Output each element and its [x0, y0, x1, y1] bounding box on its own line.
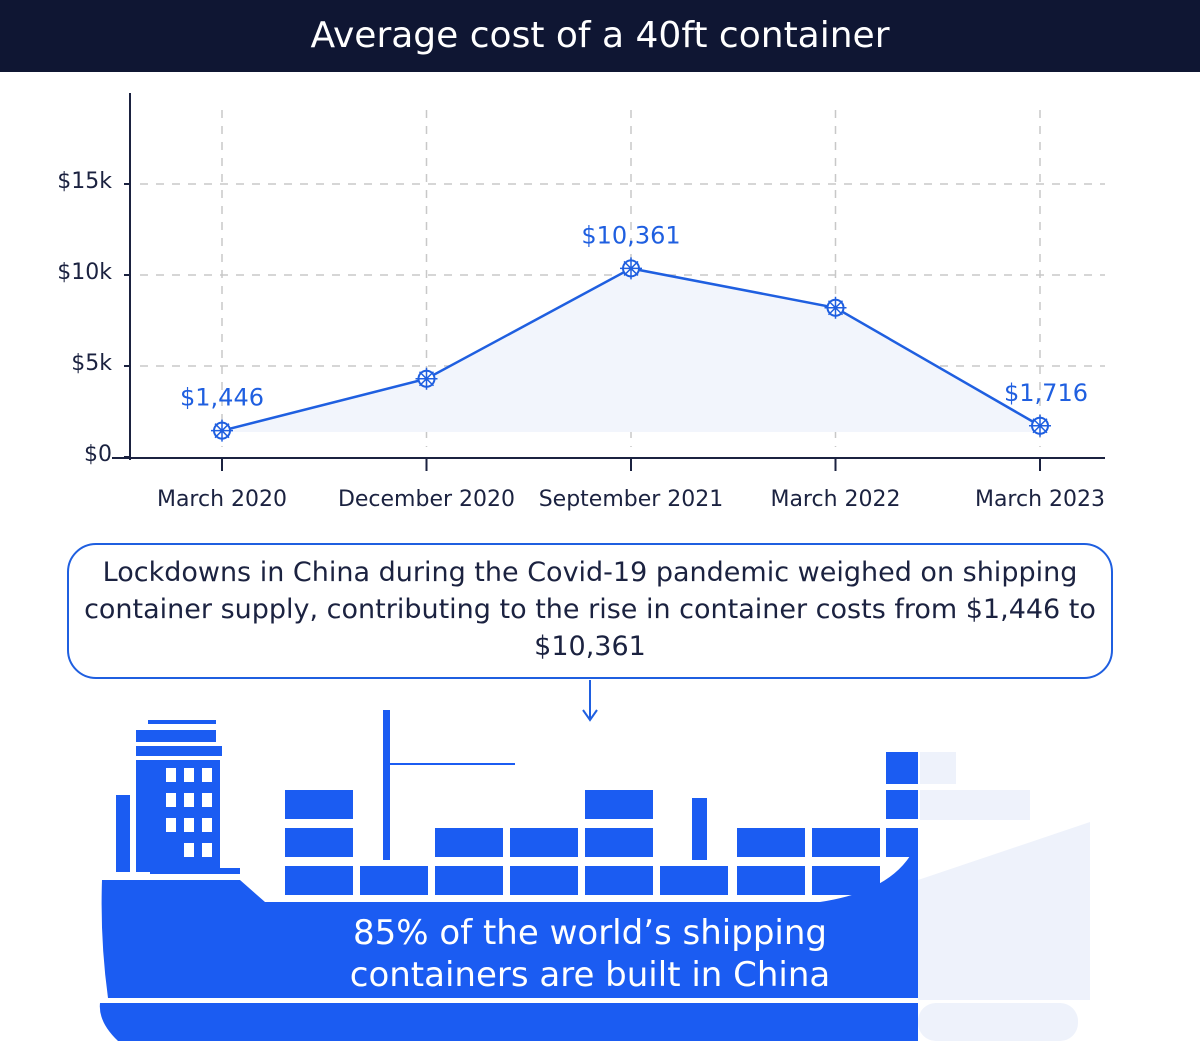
- annotation: Lockdowns in China during the Covid-19 p…: [84, 557, 1096, 662]
- marker: [620, 257, 642, 280]
- marker: [415, 367, 438, 390]
- value-label: $1,446: [180, 384, 264, 412]
- marker-spokes: [1029, 414, 1051, 437]
- bridge-top: [148, 720, 216, 724]
- y-tick-label: $0: [84, 442, 112, 467]
- ship: [99, 710, 1090, 1041]
- marker-spokes: [415, 367, 438, 390]
- area: [222, 268, 1040, 432]
- bridge-side: [116, 795, 130, 872]
- marker: [824, 296, 847, 319]
- marker-spokes: [824, 296, 847, 319]
- annotation-box: [67, 543, 1113, 679]
- x-tick-label: March 2020: [157, 487, 287, 512]
- ship-hull-faded: [918, 822, 1090, 1000]
- ship-keel: [99, 1003, 919, 1041]
- crane: [383, 710, 390, 860]
- marker: [1029, 414, 1051, 437]
- y-tick-label: $15k: [57, 169, 112, 194]
- x-tick-label: March 2023: [975, 487, 1105, 512]
- y-tick-label: $10k: [57, 260, 112, 285]
- y-tick-label: $5k: [71, 351, 112, 376]
- deck: [150, 868, 240, 874]
- marker-spokes: [211, 419, 233, 442]
- bridge-top: [136, 730, 216, 742]
- value-label: $1,716: [1004, 379, 1088, 407]
- x-tick-label: December 2020: [338, 487, 515, 512]
- container-faded: [920, 752, 956, 784]
- value-label: $10,361: [581, 221, 680, 249]
- bridge-windows: [166, 768, 212, 857]
- x-tick-label: September 2021: [539, 487, 724, 512]
- ship-keel-faded: [918, 1003, 1078, 1041]
- ship-hull: [101, 840, 919, 998]
- marker: [211, 419, 233, 442]
- chart-title: Average cost of a 40ft container: [0, 0, 1200, 72]
- container-faded: [920, 790, 1030, 820]
- ship-note: 85% of the world’s shipping containers a…: [349, 913, 831, 995]
- containers: [285, 752, 918, 895]
- crane: [692, 798, 707, 860]
- x-tick-label: March 2022: [770, 487, 900, 512]
- marker-spokes: [620, 257, 642, 280]
- arrow-head: [582, 709, 598, 722]
- bridge-top: [136, 746, 222, 756]
